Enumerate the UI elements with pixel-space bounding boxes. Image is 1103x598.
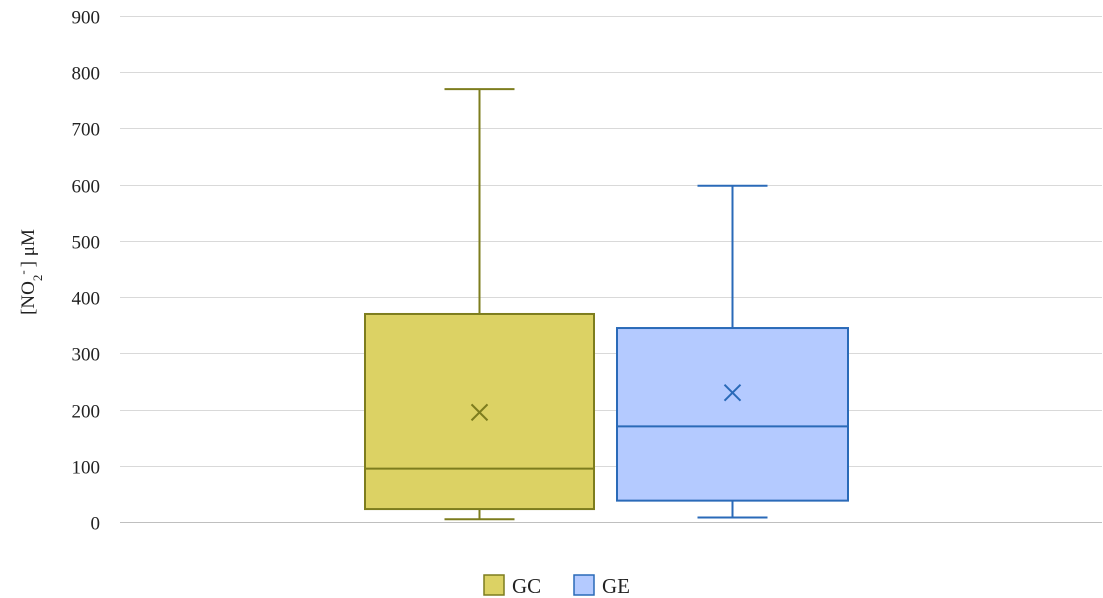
y-tick-label: 700 <box>72 120 101 141</box>
legend-swatch <box>573 574 595 596</box>
y-tick-label: 800 <box>72 64 101 85</box>
y-tick-label: 200 <box>72 402 101 423</box>
y-tick-label: 600 <box>72 177 101 198</box>
legend-item-ge: GE <box>573 574 630 598</box>
y-tick-label: 400 <box>72 289 101 310</box>
mean-marker <box>470 403 489 422</box>
mean-marker <box>723 383 742 402</box>
legend-label: GC <box>512 574 541 598</box>
iqr-box <box>616 327 849 502</box>
y-tick-labels: 0 100 200 300 400 500 600 700 800 900 <box>72 8 101 535</box>
box-ge <box>616 184 849 519</box>
y-tick-label: 0 <box>91 514 101 535</box>
y-tick-label: 100 <box>72 458 101 479</box>
legend-swatch <box>483 574 505 596</box>
y-tick-label: 300 <box>72 345 101 366</box>
grid-lines <box>120 16 1102 523</box>
legend: GC GE <box>483 574 630 598</box>
y-axis-label: [NO2-] μM <box>15 229 45 315</box>
legend-item-gc: GC <box>483 574 541 598</box>
y-tick-label: 500 <box>72 233 101 254</box>
box-gc <box>364 88 595 521</box>
y-tick-label: 900 <box>72 8 101 29</box>
legend-label: GE <box>602 574 630 598</box>
box-series <box>364 88 849 521</box>
